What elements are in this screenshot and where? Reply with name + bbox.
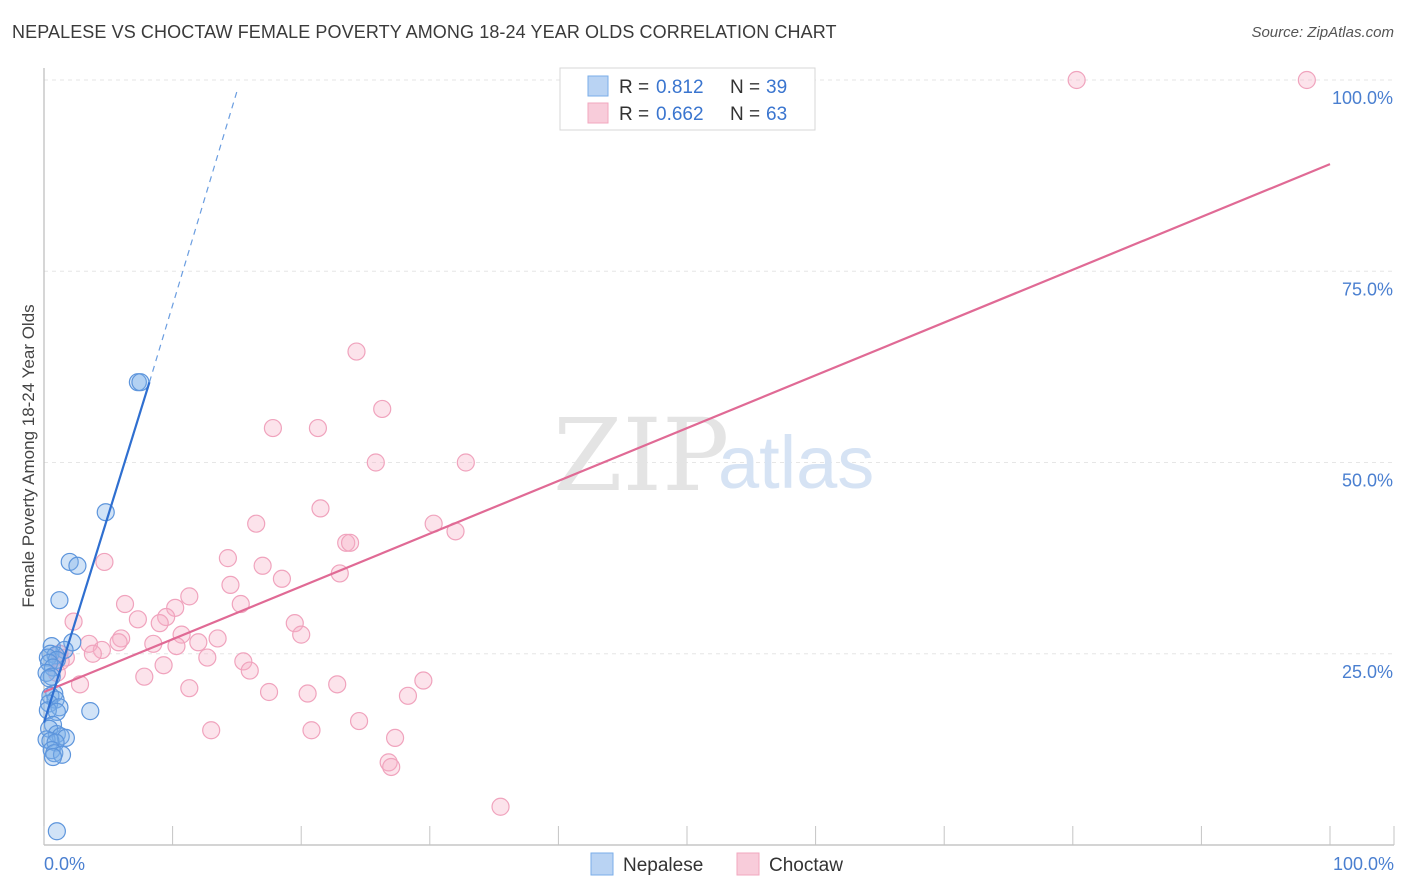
choctaw-point bbox=[385, 728, 405, 748]
nepalese-point bbox=[131, 373, 150, 392]
choctaw-point bbox=[218, 549, 237, 568]
choctaw-point bbox=[298, 684, 317, 703]
choctaw-trend-line bbox=[43, 163, 1331, 694]
choctaw-point bbox=[92, 640, 111, 660]
choctaw-point bbox=[247, 514, 266, 533]
choctaw-point bbox=[135, 667, 154, 686]
nepalese-point bbox=[43, 747, 63, 767]
choctaw-point bbox=[95, 552, 114, 572]
choctaw-point bbox=[491, 797, 510, 816]
choctaw-point bbox=[189, 633, 208, 652]
nepalese-trend-extension bbox=[148, 91, 238, 383]
choctaw-point bbox=[234, 652, 253, 671]
choctaw-point bbox=[180, 679, 199, 698]
legend-r-value-choctaw: 0.662 bbox=[656, 104, 704, 125]
choctaw-point bbox=[311, 499, 330, 518]
y-tick-label: 50.0% bbox=[1342, 471, 1393, 491]
nepalese-point bbox=[47, 822, 66, 841]
series-legend: Nepalese Choctaw bbox=[590, 852, 843, 876]
x-tick-label-max: 100.0% bbox=[1333, 854, 1394, 874]
bottom-legend-swatch-nepalese bbox=[590, 852, 614, 876]
y-axis-label: Female Poverty Among 18-24 Year Olds bbox=[19, 304, 38, 607]
choctaw-point bbox=[263, 418, 283, 438]
watermark-zip: ZIP bbox=[553, 397, 729, 514]
choctaw-point bbox=[285, 614, 304, 633]
nepalese-point bbox=[50, 591, 69, 610]
choctaw-point bbox=[456, 453, 475, 472]
legend-r-value-nepalese: 0.812 bbox=[656, 77, 704, 98]
choctaw-point bbox=[382, 757, 401, 777]
choctaw-point bbox=[115, 594, 135, 614]
choctaw-point bbox=[231, 594, 250, 614]
legend-r-label-choctaw: R = bbox=[619, 104, 649, 125]
choctaw-point bbox=[347, 342, 366, 361]
chart-title: NEPALESE VS CHOCTAW FEMALE POVERTY AMONG… bbox=[12, 22, 837, 42]
choctaw-point bbox=[302, 721, 321, 740]
choctaw-point bbox=[259, 682, 279, 702]
choctaw-point bbox=[253, 556, 272, 575]
legend-swatch-choctaw bbox=[587, 102, 609, 124]
choctaw-point bbox=[308, 418, 328, 438]
legend-r-label-nepalese: R = bbox=[619, 77, 649, 98]
choctaw-point bbox=[272, 569, 292, 588]
choctaw-point bbox=[221, 575, 240, 595]
x-axis-ticks bbox=[43, 826, 1395, 845]
choctaw-point bbox=[198, 648, 217, 667]
y-tick-label: 25.0% bbox=[1342, 662, 1393, 682]
choctaw-point bbox=[414, 671, 433, 690]
nepalese-trend-line bbox=[42, 381, 151, 723]
legend-n-value-nepalese: 39 bbox=[766, 77, 787, 98]
trend-lines bbox=[42, 91, 1331, 723]
chart-source: Source: ZipAtlas.com bbox=[1251, 24, 1394, 41]
x-tick-label-min: 0.0% bbox=[44, 854, 85, 874]
choctaw-point bbox=[150, 614, 169, 633]
choctaw-point bbox=[328, 675, 347, 694]
choctaw-point bbox=[240, 661, 259, 680]
choctaw-point bbox=[180, 587, 199, 606]
choctaw-point bbox=[337, 533, 356, 552]
choctaw-point bbox=[349, 711, 369, 731]
gridlines bbox=[44, 79, 1394, 655]
nepalese-point bbox=[56, 728, 75, 748]
nepalese-point bbox=[42, 741, 61, 760]
bottom-legend-swatch-choctaw bbox=[736, 852, 760, 876]
legend-n-label-nepalese: N = bbox=[730, 77, 760, 98]
watermark-atlas: atlas bbox=[718, 421, 874, 504]
choctaw-point bbox=[292, 625, 311, 644]
nepalese-point bbox=[81, 702, 100, 721]
choctaw-point bbox=[208, 629, 227, 648]
legend-swatch-nepalese bbox=[587, 75, 609, 97]
nepalese-point bbox=[68, 556, 87, 575]
choctaw-point bbox=[1297, 70, 1316, 90]
choctaw-point bbox=[373, 399, 392, 419]
choctaw-point bbox=[398, 686, 418, 705]
choctaw-point bbox=[340, 533, 360, 552]
choctaw-point bbox=[154, 656, 173, 675]
y-tick-label: 75.0% bbox=[1342, 279, 1393, 299]
y-tick-label: 100.0% bbox=[1332, 88, 1393, 108]
choctaw-point bbox=[366, 453, 385, 472]
correlation-legend: R = 0.812 N = 39 R = 0.662 N = 63 bbox=[559, 67, 816, 131]
choctaw-point bbox=[1067, 70, 1086, 90]
bottom-legend-label-nepalese: Nepalese bbox=[623, 855, 703, 876]
choctaw-point bbox=[202, 721, 221, 740]
choctaw-point bbox=[128, 610, 147, 629]
legend-n-value-choctaw: 63 bbox=[766, 104, 787, 125]
y-tick-labels: 25.0% 50.0% 75.0% 100.0% bbox=[1332, 88, 1393, 682]
legend-n-label-choctaw: N = bbox=[730, 104, 760, 125]
choctaw-point bbox=[109, 633, 128, 652]
choctaw-point bbox=[83, 644, 102, 663]
bottom-legend-label-choctaw: Choctaw bbox=[769, 855, 843, 876]
